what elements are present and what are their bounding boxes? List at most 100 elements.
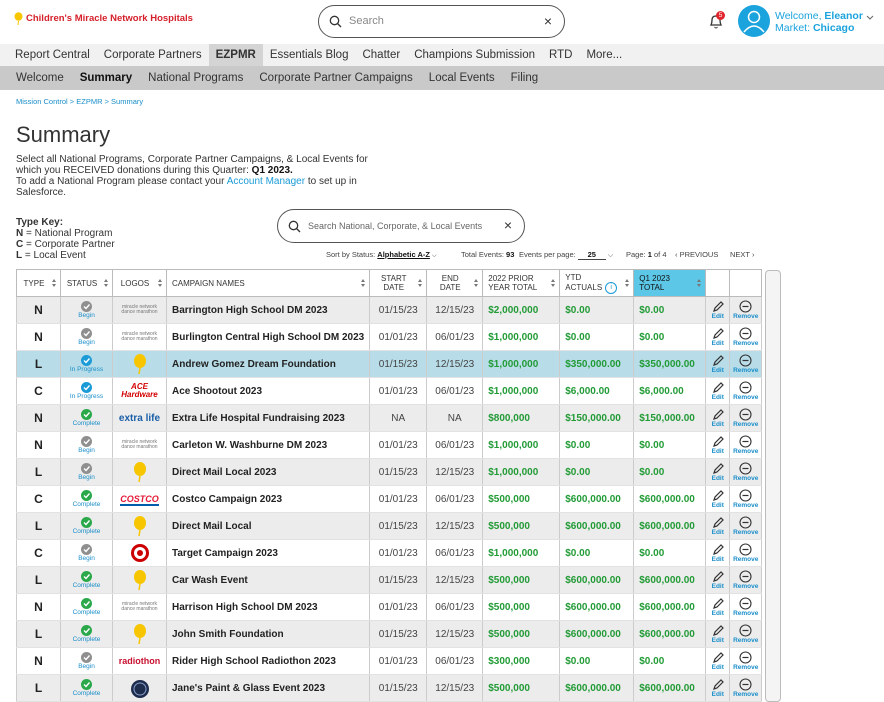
global-search[interactable]: Search × [318, 5, 565, 38]
table-row[interactable]: N Begin miracle network dance marathon Burl… [16, 323, 763, 351]
sort-icon[interactable] [158, 279, 162, 287]
edit-cell[interactable]: Edit [705, 566, 731, 594]
column-header[interactable]: LOGOS [112, 269, 167, 297]
sort-icon[interactable] [474, 279, 479, 287]
column-header[interactable]: END DATE [426, 269, 484, 297]
previous-button[interactable]: ‹ PREVIOUS [675, 250, 719, 259]
logo[interactable]: Children's Miracle Network Hospitals [14, 12, 193, 25]
campaign-name[interactable]: Target Campaign 2023 [165, 539, 371, 567]
column-header[interactable]: 2022 PRIOR YEAR TOTAL [482, 269, 561, 297]
campaign-name[interactable]: Extra Life Hospital Fundraising 2023 [165, 404, 371, 432]
table-row[interactable]: L Complete John Smith Foundation 01/15/23 12… [16, 620, 763, 648]
campaign-name[interactable]: Rider High School Radiothon 2023 [165, 647, 371, 675]
column-header[interactable]: STATUS [60, 269, 113, 297]
edit-cell[interactable]: Edit [705, 323, 731, 351]
column-header[interactable]: Q1 2023 TOTAL [633, 269, 707, 297]
sort-icon[interactable] [361, 279, 366, 287]
campaign-name[interactable]: John Smith Foundation [165, 620, 371, 648]
nav-item[interactable]: Report Central [15, 49, 90, 61]
remove-cell[interactable]: Remove [729, 620, 763, 648]
sort-icon[interactable] [551, 279, 556, 287]
clear-search[interactable]: × [543, 13, 552, 29]
table-row[interactable]: L Complete Jane's Paint & Glass Event 2023… [16, 674, 763, 702]
user-menu-chevron[interactable] [866, 15, 874, 21]
nav-item[interactable]: Chatter [362, 49, 401, 61]
edit-cell[interactable]: Edit [705, 350, 731, 378]
column-header[interactable]: TYPE [16, 269, 61, 297]
table-row[interactable]: N Begin radiothon Rider High School Radioth… [16, 647, 763, 675]
table-row[interactable]: N Begin miracle network dance marathon Carl… [16, 431, 763, 459]
remove-cell[interactable]: Remove [729, 458, 763, 486]
column-header[interactable]: START DATE [369, 269, 428, 297]
edit-cell[interactable]: Edit [705, 593, 731, 621]
nav-item[interactable]: Local Events [428, 72, 495, 84]
per-page[interactable]: Events per page: 25 ⌵ [519, 250, 614, 260]
edit-cell[interactable]: Edit [705, 647, 731, 675]
edit-cell[interactable]: Edit [705, 674, 731, 702]
edit-cell[interactable]: Edit [705, 458, 731, 486]
edit-cell[interactable]: Edit [705, 296, 731, 324]
table-row[interactable]: C Complete COSTCO Costco Campaign 2023 01/01… [16, 485, 763, 513]
campaign-name[interactable]: Car Wash Event [165, 566, 371, 594]
campaign-name[interactable]: Carleton W. Washburne DM 2023 [165, 431, 371, 459]
nav-item[interactable]: EZPMR [208, 44, 263, 66]
nav-item[interactable]: Welcome [16, 72, 64, 84]
next-button[interactable]: NEXT › [730, 250, 755, 259]
sort-icon[interactable] [418, 279, 423, 287]
column-header[interactable]: YTD ACTUALS i [559, 269, 635, 297]
sort-control[interactable]: Sort by Status: Alphabetic A-Z ⌵ [326, 250, 437, 259]
campaign-name[interactable]: Jane's Paint & Glass Event 2023 [165, 674, 371, 702]
table-row[interactable]: L Begin Direct Mail Local 2023 01/15/23 12/1… [16, 458, 763, 486]
sort-icon[interactable] [625, 279, 630, 287]
table-row[interactable]: N Begin miracle network dance marathon Barr… [16, 296, 763, 324]
remove-cell[interactable]: Remove [729, 566, 763, 594]
sort-icon[interactable] [697, 279, 702, 287]
nav-item[interactable]: Champions Submission [414, 49, 535, 61]
table-row[interactable]: N Complete miracle network dance marathon H… [16, 593, 763, 621]
account-manager-link[interactable]: Account Manager [226, 176, 306, 187]
sort-icon[interactable] [104, 279, 108, 287]
remove-cell[interactable]: Remove [729, 593, 763, 621]
table-row[interactable]: C In Progress ACE Hardware Ace Shootout 202… [16, 377, 763, 405]
edit-cell[interactable]: Edit [705, 539, 731, 567]
table-row[interactable]: L Complete Direct Mail Local 01/15/23 12/15/… [16, 512, 763, 540]
remove-cell[interactable]: Remove [729, 431, 763, 459]
table-row[interactable]: N Complete extra life Extra Life Hospital F… [16, 404, 763, 432]
remove-cell[interactable]: Remove [729, 296, 763, 324]
table-row[interactable]: C Begin Target Campaign 2023 01/01/23 06/01/… [16, 539, 763, 567]
campaign-name[interactable]: Direct Mail Local 2023 [165, 458, 371, 486]
campaign-name[interactable]: Direct Mail Local [165, 512, 371, 540]
campaign-name[interactable]: Ace Shootout 2023 [165, 377, 371, 405]
remove-cell[interactable]: Remove [729, 323, 763, 351]
nav-item[interactable]: Summary [79, 72, 133, 84]
info-icon[interactable]: i [605, 281, 618, 294]
nav-item[interactable]: RTD [549, 49, 573, 61]
campaign-name[interactable]: Andrew Gomez Dream Foundation [165, 350, 371, 378]
remove-cell[interactable]: Remove [729, 512, 763, 540]
edit-cell[interactable]: Edit [705, 485, 731, 513]
remove-cell[interactable]: Remove [729, 485, 763, 513]
scrollbar[interactable] [765, 270, 781, 702]
remove-cell[interactable]: Remove [729, 404, 763, 432]
clear-table-search[interactable]: × [503, 217, 512, 233]
edit-cell[interactable]: Edit [705, 512, 731, 540]
edit-cell[interactable]: Edit [705, 620, 731, 648]
breadcrumb[interactable]: Mission Control > EZPMR > Summary [16, 97, 144, 106]
table-search[interactable]: Search National, Corporate, & Local Even… [277, 209, 525, 243]
campaign-name[interactable]: Harrison High School DM 2023 [165, 593, 371, 621]
remove-cell[interactable]: Remove [729, 350, 763, 378]
remove-cell[interactable]: Remove [729, 539, 763, 567]
column-header[interactable]: CAMPAIGN NAMES [165, 269, 371, 297]
nav-item[interactable]: More... [586, 49, 623, 61]
sort-icon[interactable] [52, 279, 56, 287]
table-row[interactable]: L Complete Car Wash Event 01/15/23 12/15/23 $… [16, 566, 763, 594]
nav-item[interactable]: Essentials Blog [269, 49, 349, 61]
table-row[interactable]: L In Progress Andrew Gomez Dream Foundatio… [16, 350, 763, 378]
remove-cell[interactable]: Remove [729, 377, 763, 405]
campaign-name[interactable]: Burlington Central High School DM 2023 [165, 323, 371, 351]
campaign-name[interactable]: Barrington High School DM 2023 [165, 296, 371, 324]
remove-cell[interactable]: Remove [729, 647, 763, 675]
edit-cell[interactable]: Edit [705, 404, 731, 432]
nav-item[interactable]: Corporate Partners [103, 49, 202, 61]
campaign-name[interactable]: Costco Campaign 2023 [165, 485, 371, 513]
